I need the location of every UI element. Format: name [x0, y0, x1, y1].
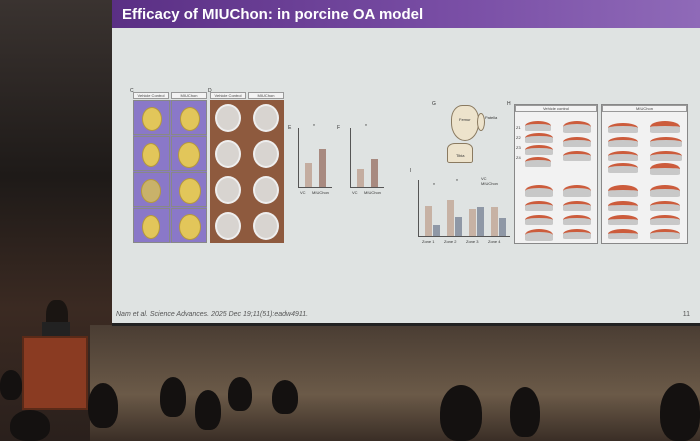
panel-d-images [210, 100, 284, 243]
panel-c-letter: C [130, 88, 134, 94]
audience [0, 370, 700, 441]
panel-d-letter: D [208, 88, 212, 94]
panel-e-chart: * [298, 124, 332, 188]
knee-diagram: Femur Patella Tibia [447, 105, 497, 165]
significance-marker: * [365, 124, 367, 130]
panel-f-chart: * [350, 124, 384, 188]
panel-h-header: Vehicle control [515, 105, 597, 112]
zone-label: Z3 [516, 145, 521, 150]
panel-d: Vehicle Control MIUChon [210, 92, 284, 244]
panel-h-miuchon: MIUChon [601, 104, 688, 244]
bar-miuchon [319, 149, 326, 187]
citation: Nam et al. Science Advances. 2025 Dec 19… [116, 311, 309, 318]
panel-e-letter: E [288, 125, 292, 131]
x-label: MIUChon [364, 190, 381, 195]
zone-label: Z4 [516, 155, 521, 160]
x-label: VC [300, 190, 306, 195]
laptop [42, 322, 70, 336]
podium [22, 336, 88, 410]
x-label: VC [352, 190, 358, 195]
bar-vc [357, 169, 364, 187]
zone-label: Z2 [516, 135, 521, 140]
zone-label: Z1 [516, 125, 521, 130]
panel-c-header: Vehicle Control [133, 92, 169, 99]
panel-d-header: MIUChon [248, 92, 284, 99]
page-number: 11 [682, 311, 690, 318]
projection-screen: Efficacy of MIUChon: in porcine OA model… [112, 0, 700, 326]
panel-f-letter: F [337, 125, 341, 131]
zone-label: Zone 1 [422, 239, 435, 244]
zone-label: Zone 4 [488, 239, 501, 244]
legend-vc: VC [481, 176, 487, 181]
panel-h-vehicle: Vehicle control Z1 Z2 Z3 Z4 [514, 104, 598, 244]
panel-c: Vehicle Control MIUChon [133, 92, 207, 244]
label-tibia: Tibia [456, 153, 465, 158]
legend-miuchon: MIUChon [481, 181, 498, 186]
panel-i-letter: I [410, 168, 412, 174]
panel-i-chart: VC MIUChon * * [418, 176, 510, 237]
zone-label: Zone 3 [466, 239, 479, 244]
bar-miuchon [371, 159, 378, 187]
panel-h-letter: H [507, 101, 511, 107]
panel-d-header: Vehicle Control [210, 92, 246, 99]
slide-title: Efficacy of MIUChon: in porcine OA model [112, 0, 700, 28]
label-patella: Patella [485, 115, 498, 120]
auditorium-wall [90, 325, 700, 441]
x-label: MIUChon [312, 190, 329, 195]
panel-h-header: MIUChon [602, 105, 687, 112]
panel-c-images [133, 100, 207, 243]
panel-g-letter: G [432, 101, 436, 107]
significance-marker: * [456, 179, 458, 185]
bar-vc [305, 163, 312, 187]
label-femur: Femur [459, 117, 471, 122]
significance-marker: * [313, 124, 315, 130]
significance-marker: * [433, 183, 435, 189]
zone-label: Zone 2 [444, 239, 457, 244]
panel-c-header: MIUChon [171, 92, 207, 99]
